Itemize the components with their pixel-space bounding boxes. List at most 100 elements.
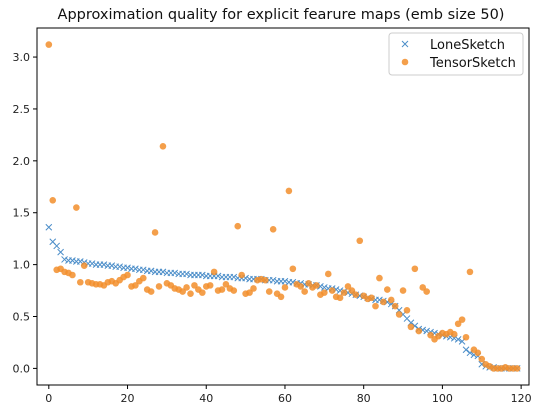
data-point-x: [159, 268, 167, 276]
data-point-circle: [45, 41, 53, 48]
data-point-circle: [458, 316, 466, 323]
data-point-circle: [454, 320, 462, 328]
plot-area: [36, 27, 530, 386]
data-point-circle: [151, 229, 159, 236]
data-point-circle: [450, 330, 458, 338]
data-point-circle: [419, 284, 427, 291]
x-tick-label: 20: [121, 392, 135, 405]
data-point-circle: [73, 204, 80, 211]
legend-label: TensorSketch: [429, 56, 516, 71]
data-point-circle: [269, 226, 277, 233]
x-tick-label: 100: [432, 392, 453, 405]
legend-box: [388, 32, 524, 76]
data-point-circle: [289, 265, 297, 273]
data-point-circle: [466, 268, 474, 276]
x-tick-label: 0: [45, 392, 52, 405]
legend: LoneSketch TensorSketch: [388, 32, 524, 76]
data-point-x: [171, 269, 179, 277]
data-point-circle: [230, 287, 238, 294]
data-point-circle: [376, 274, 383, 282]
data-point-x: [100, 261, 108, 268]
chart-title: Approximation quality for explicit fearu…: [58, 7, 505, 23]
data-point-circle: [261, 276, 269, 284]
data-point-x: [88, 260, 96, 267]
data-point-x: [45, 223, 53, 231]
data-point-circle: [368, 294, 375, 302]
data-point-x: [108, 262, 116, 270]
data-point-circle: [395, 311, 403, 318]
y-tick-label: 0.5: [13, 311, 31, 324]
data-point-circle: [210, 268, 218, 276]
data-point-circle: [147, 288, 155, 295]
data-point-circle: [238, 271, 245, 279]
data-point-circle: [411, 265, 419, 273]
data-point-circle: [305, 279, 312, 287]
data-point-circle: [297, 283, 305, 290]
data-point-circle: [187, 290, 194, 297]
data-point-circle: [321, 289, 328, 296]
x-tick-label: 60: [278, 392, 292, 405]
y-tick-label: 1.5: [13, 207, 31, 220]
data-point-circle: [462, 333, 470, 341]
data-point-x: [61, 256, 68, 263]
data-point-circle: [301, 288, 308, 295]
data-point-circle: [265, 288, 273, 295]
data-point-x: [132, 265, 139, 273]
y-axis: 0.0 0.5 1.0 1.5 2.0 2.5 3.0: [13, 51, 37, 375]
data-point-circle: [324, 270, 332, 278]
x-axis: 0 20 40 60 80 100 120: [45, 385, 532, 405]
x-tick-label: 80: [357, 392, 371, 405]
data-point-x: [139, 266, 147, 274]
data-point-x: [462, 346, 470, 354]
y-tick-label: 2.0: [13, 155, 31, 168]
data-point-circle: [387, 296, 395, 304]
data-point-circle: [340, 289, 348, 296]
data-point-circle: [427, 331, 434, 339]
data-point-circle: [199, 289, 206, 296]
data-point-circle: [285, 187, 293, 195]
data-point-circle: [356, 237, 364, 245]
legend-marker-shape: [401, 40, 409, 48]
data-point-circle: [384, 286, 391, 293]
data-point-circle: [179, 288, 186, 295]
data-point-circle: [407, 323, 415, 331]
series-layer: [45, 41, 521, 372]
legend-entry-lonesketch: LoneSketch: [401, 38, 505, 53]
data-point-circle: [49, 196, 57, 204]
data-point-circle: [76, 278, 84, 286]
data-point-circle: [183, 284, 190, 291]
y-tick-label: 1.0: [13, 259, 31, 272]
data-point-circle: [222, 281, 230, 288]
data-point-x: [320, 284, 328, 291]
data-point-circle: [234, 222, 242, 230]
x-tick-label: 120: [511, 392, 532, 405]
data-point-x: [269, 276, 277, 284]
data-point-circle: [423, 288, 430, 295]
legend-label: LoneSketch: [430, 38, 505, 53]
data-point-circle: [277, 293, 285, 301]
data-point-circle: [328, 287, 336, 294]
data-point-circle: [403, 306, 411, 314]
y-tick-label: 3.0: [13, 51, 31, 64]
series-tensorsketch: [45, 41, 521, 372]
legend-entry-tensorsketch: TensorSketch: [401, 56, 516, 71]
data-point-circle: [391, 302, 399, 310]
data-point-circle: [380, 298, 387, 306]
data-point-circle: [218, 286, 226, 293]
data-point-x: [183, 270, 190, 278]
data-point-x: [116, 263, 124, 271]
data-point-x: [57, 248, 64, 256]
data-point-circle: [139, 274, 147, 282]
data-point-circle: [246, 289, 253, 296]
data-point-circle: [159, 143, 167, 150]
data-point-circle: [281, 284, 289, 291]
data-point-circle: [124, 271, 131, 279]
data-point-circle: [336, 294, 344, 302]
legend-marker-circle: [401, 58, 409, 66]
data-point-circle: [513, 365, 521, 372]
data-point-circle: [250, 285, 257, 292]
data-point-circle: [344, 283, 352, 290]
data-point-circle: [348, 287, 356, 294]
data-point-circle: [352, 291, 360, 299]
